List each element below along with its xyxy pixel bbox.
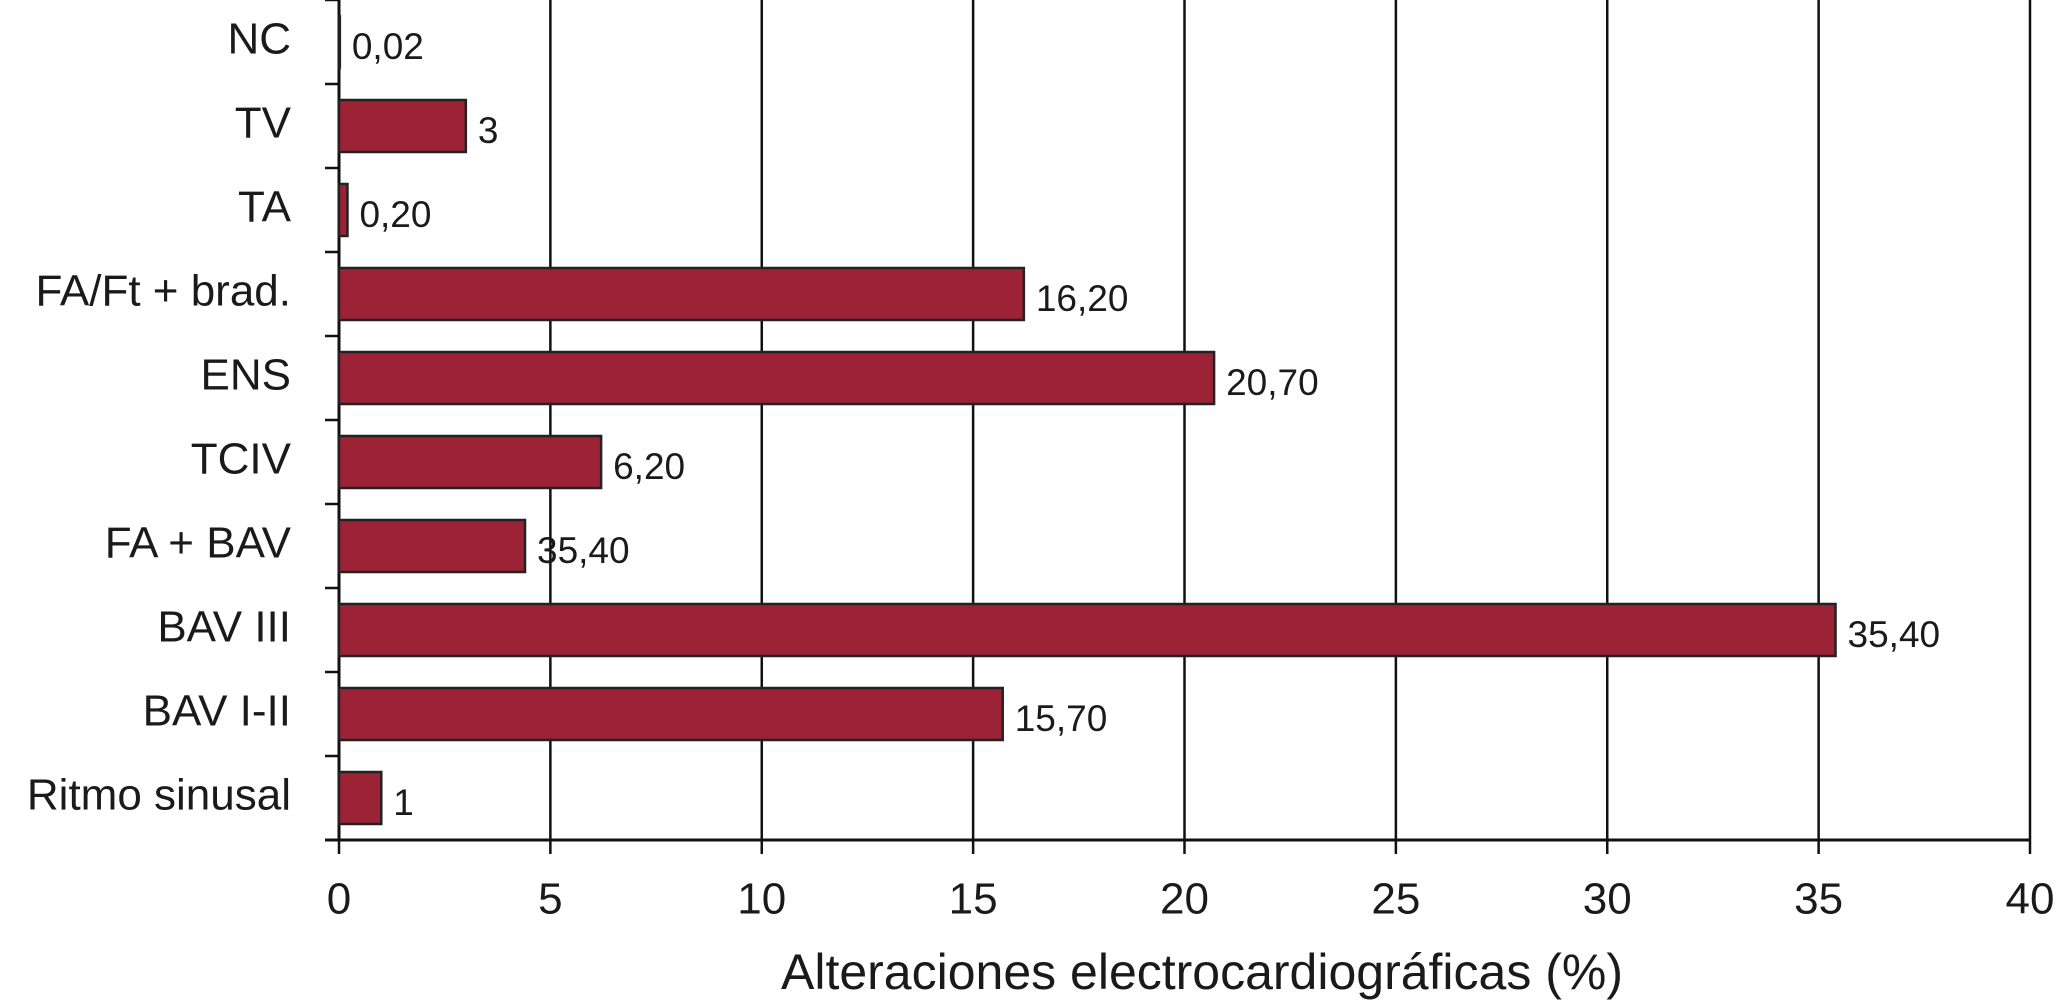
value-label: 15,70	[1015, 698, 1108, 739]
bar	[337, 602, 1837, 658]
value-label: 3	[478, 110, 499, 151]
y-tick-label: TV	[235, 99, 292, 148]
bar	[337, 518, 527, 574]
x-tick-label: 15	[949, 875, 998, 924]
x-tick-label: 5	[538, 875, 562, 924]
bar	[337, 350, 1216, 406]
y-tick-label: TA	[238, 183, 292, 232]
x-tick-label: 10	[737, 875, 786, 924]
bar	[337, 98, 468, 154]
y-tick-label: Ritmo sinusal	[27, 771, 291, 820]
y-tick-label: FA + BAV	[105, 519, 292, 568]
value-label: 1	[393, 782, 414, 823]
bar	[337, 434, 603, 490]
x-tick-label: 20	[1160, 875, 1209, 924]
x-tick-label: 40	[2006, 875, 2055, 924]
bar	[337, 182, 349, 238]
x-tick-label: 0	[327, 875, 351, 924]
x-tick-label: 35	[1794, 875, 1843, 924]
value-label: 6,20	[613, 446, 685, 487]
x-tick-label: 25	[1371, 875, 1420, 924]
bar	[337, 686, 1004, 742]
value-label: 35,40	[537, 530, 630, 571]
bar	[337, 266, 1026, 322]
y-tick-label: ENS	[201, 351, 291, 400]
x-tick-label: 30	[1583, 875, 1632, 924]
x-axis-title: Alteraciones electrocardiográficas (%)	[781, 944, 1623, 1000]
y-tick-label: FA/Ft + brad.	[35, 267, 291, 316]
y-tick-label: TCIV	[191, 435, 292, 484]
y-tick-label: BAV III	[157, 603, 291, 652]
bar	[337, 770, 383, 826]
value-label: 35,40	[1848, 614, 1941, 655]
value-label: 0,02	[352, 26, 424, 67]
bar	[337, 14, 342, 70]
value-label: 16,20	[1036, 278, 1129, 319]
y-tick-label: NC	[227, 15, 291, 64]
y-tick-label: BAV I-II	[143, 687, 291, 736]
value-label: 20,70	[1226, 362, 1319, 403]
value-label: 0,20	[359, 194, 431, 235]
